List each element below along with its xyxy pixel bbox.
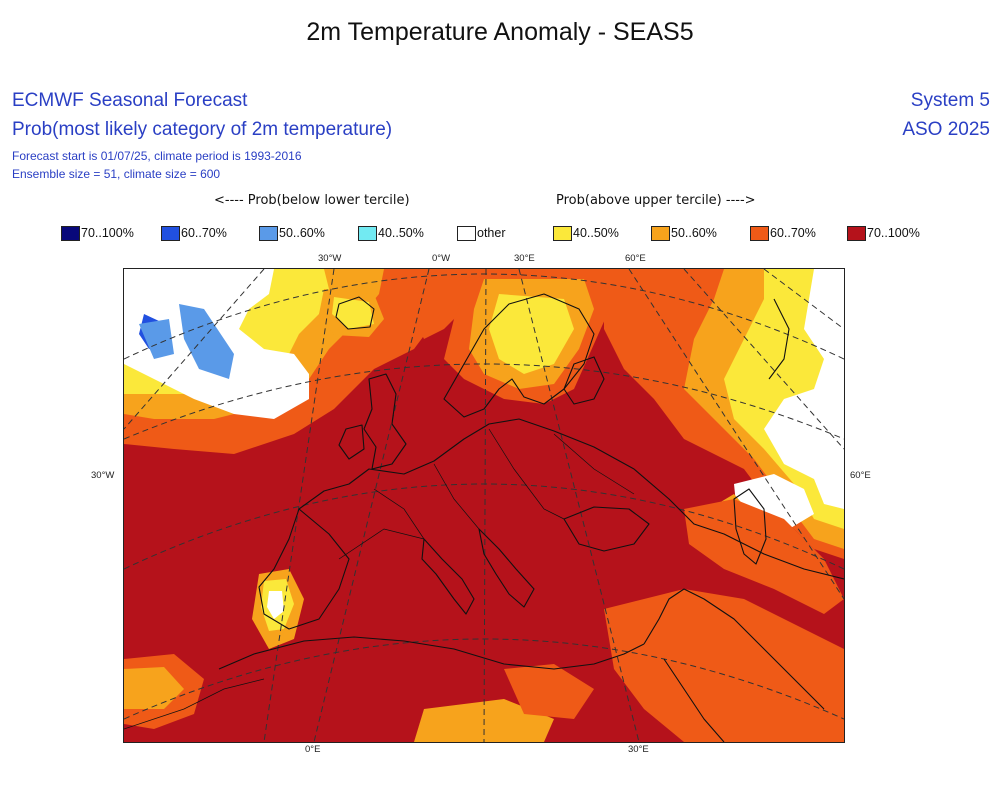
- legend-item: 40..50%: [553, 224, 619, 242]
- coast-levant-arabia: [643, 588, 825, 710]
- graticule-lon-h: [763, 269, 844, 330]
- graticule-lon-c: [313, 269, 430, 742]
- legend-label: 60..70%: [770, 226, 816, 240]
- graticule-lat-lower: [124, 483, 844, 570]
- graticule-lon-f: [628, 269, 844, 600]
- tick-label-top: 60°E: [625, 253, 646, 264]
- forecast-period: ASO 2025: [902, 119, 990, 140]
- tick-label-bottom: 30°E: [628, 744, 649, 755]
- legend-swatch: [457, 225, 476, 241]
- legend-label: 40..50%: [378, 226, 424, 240]
- legend-label: 70..100%: [867, 226, 920, 240]
- legend-above-title: Prob(above upper tercile) ---->: [556, 193, 756, 208]
- graticule-lon-d: [483, 269, 487, 742]
- legend-swatch: [553, 225, 572, 241]
- coast-iberia: [258, 508, 350, 630]
- legend: 70..100% 60..70% 50..60% 40..50% other 4…: [0, 224, 1000, 244]
- legend-swatch: [259, 225, 278, 241]
- border-1: [373, 488, 425, 540]
- legend-item: 50..60%: [259, 224, 325, 242]
- legend-swatch: [161, 225, 180, 241]
- graticule-lat-middle: [124, 363, 844, 440]
- coast-iceland: [335, 296, 375, 330]
- border-3: [488, 428, 565, 520]
- legend-swatch: [358, 225, 377, 241]
- legend-swatch: [61, 225, 80, 241]
- coastlines: [218, 293, 844, 742]
- coast-caspian: [733, 488, 767, 565]
- border-5: [338, 528, 425, 560]
- coast-novaya-zemlya: [768, 298, 790, 380]
- legend-swatch: [750, 225, 769, 241]
- coast-italy: [421, 538, 475, 615]
- legend-item: 60..70%: [750, 224, 816, 242]
- tick-label-left: 30°W: [91, 470, 115, 481]
- region-40-50-iceland: [332, 297, 374, 329]
- legend-item: 70..100%: [847, 224, 920, 242]
- legend-item: 40..50%: [358, 224, 424, 242]
- tick-label-top: 0°W: [432, 253, 451, 264]
- legend-item: 50..60%: [651, 224, 717, 242]
- legend-swatch: [651, 225, 670, 241]
- tick-label-top: 30°W: [318, 253, 342, 264]
- coast-continental-europe: [298, 418, 844, 580]
- borders: [124, 428, 635, 730]
- forecast-start-info: Forecast start is 01/07/25, climate peri…: [12, 149, 302, 163]
- tick-label-top: 30°E: [514, 253, 535, 264]
- legend-item: other: [457, 224, 506, 242]
- legend-label: 50..60%: [279, 226, 325, 240]
- graticule-lon-a: [124, 269, 265, 430]
- coast-balkans-greece: [478, 528, 535, 608]
- coast-scandinavia: [443, 293, 595, 418]
- region-50-60-westafrica: [124, 667, 184, 709]
- region-40-50-scandinavia: [489, 294, 574, 374]
- coast-finland: [563, 356, 605, 405]
- page-title: 2m Temperature Anomaly - SEAS5: [306, 18, 694, 46]
- legend-swatch: [847, 225, 866, 241]
- tick-label-bottom: 0°E: [305, 744, 321, 755]
- forecast-variable: Prob(most likely category of 2m temperat…: [12, 119, 393, 140]
- region-60-70-eastmed: [684, 499, 844, 614]
- legend-item: 60..70%: [161, 224, 227, 242]
- graticule-lat-top: [124, 273, 844, 360]
- forecast-map: [123, 268, 845, 743]
- graticule-lon-e: [518, 269, 640, 742]
- legend-label: 60..70%: [181, 226, 227, 240]
- legend-label: 50..60%: [671, 226, 717, 240]
- legend-label: other: [477, 226, 506, 240]
- forecast-source: ECMWF Seasonal Forecast: [12, 90, 248, 111]
- coast-black-sea: [563, 506, 650, 552]
- ensemble-size-info: Ensemble size = 51, climate size = 600: [12, 167, 221, 181]
- graticule: [124, 269, 844, 742]
- coast-ireland: [338, 424, 365, 460]
- coast-great-britain: [363, 373, 407, 470]
- coast-red-sea: [663, 658, 725, 742]
- tick-label-right: 60°E: [850, 470, 871, 481]
- graticule-lon-g: [683, 269, 844, 450]
- legend-item: 70..100%: [61, 224, 134, 242]
- legend-below-title: <---- Prob(below lower tercile): [214, 193, 410, 208]
- system-version: System 5: [910, 90, 990, 111]
- region-60-70-sahara: [504, 664, 594, 719]
- border-2: [433, 463, 480, 530]
- legend-label: 70..100%: [81, 226, 134, 240]
- region-other-iberia: [267, 591, 284, 619]
- border-6: [124, 678, 265, 730]
- region-60-70-atlantic: [414, 269, 484, 339]
- coast-north-africa: [218, 636, 645, 670]
- border-4: [553, 433, 635, 495]
- region-60-70-middleeast: [604, 589, 844, 742]
- legend-label: 40..50%: [573, 226, 619, 240]
- region-other-northeast: [764, 269, 844, 509]
